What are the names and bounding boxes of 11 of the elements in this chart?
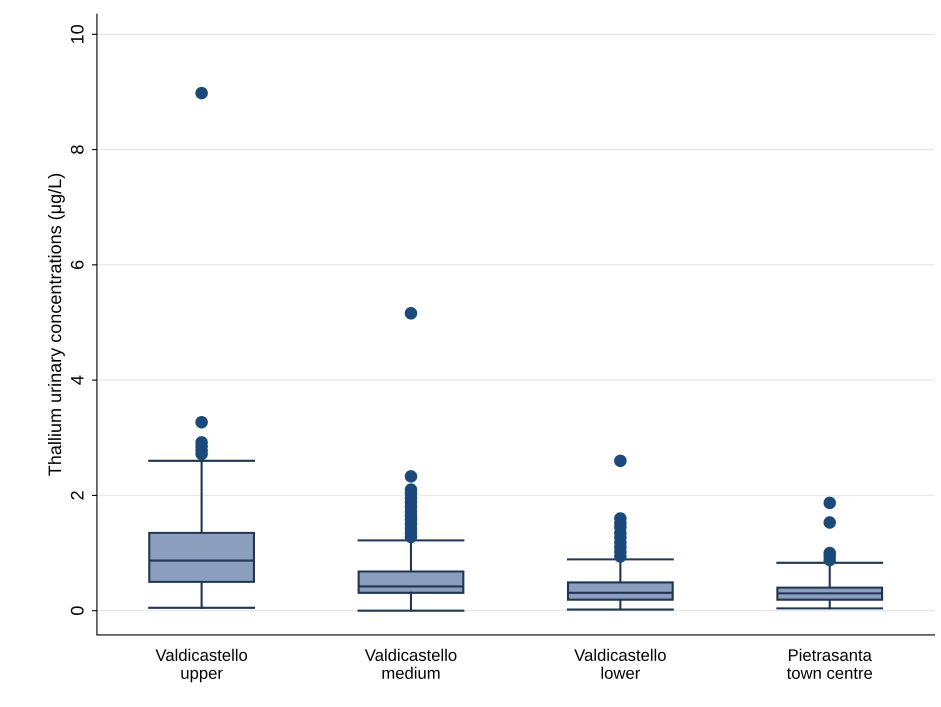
x-tick-label: Valdicastello lower bbox=[574, 648, 666, 679]
y-axis-title: Thallium urinary concentrations (μg/L) bbox=[48, 174, 65, 476]
x-tick-label: Pietrasanta town centre bbox=[786, 648, 872, 679]
x-tick-label: Valdicastello upper bbox=[156, 648, 248, 682]
y-tick-label: 10 bbox=[70, 24, 84, 43]
y-tick-label: 2 bbox=[70, 491, 84, 500]
y-tick-label: 4 bbox=[71, 376, 84, 385]
y-tick-label: 8 bbox=[70, 145, 84, 154]
y-tick-label: 6 bbox=[70, 260, 84, 269]
x-tick-label: Valdicastello medium bbox=[364, 648, 456, 679]
y-tick-label: 0 bbox=[70, 606, 84, 615]
